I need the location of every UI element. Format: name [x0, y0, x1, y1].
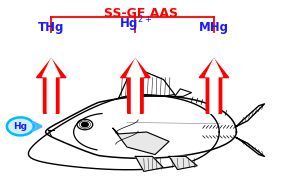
Circle shape [81, 122, 88, 127]
Text: Hg$^{2+}$: Hg$^{2+}$ [119, 15, 152, 34]
Polygon shape [28, 94, 219, 170]
Text: THg: THg [38, 22, 64, 34]
FancyArrow shape [43, 59, 60, 113]
Polygon shape [118, 70, 175, 98]
Polygon shape [236, 104, 265, 126]
Polygon shape [46, 96, 236, 158]
FancyArrow shape [36, 59, 66, 113]
Circle shape [77, 119, 93, 130]
Polygon shape [135, 156, 164, 171]
Polygon shape [236, 138, 265, 156]
FancyArrow shape [121, 59, 150, 113]
FancyArrow shape [199, 59, 229, 113]
FancyArrow shape [127, 59, 144, 113]
Text: Hg: Hg [13, 122, 27, 131]
FancyArrow shape [205, 59, 223, 113]
Polygon shape [113, 128, 169, 155]
Polygon shape [169, 156, 197, 170]
Polygon shape [175, 89, 191, 96]
Circle shape [7, 117, 34, 135]
Text: MHg: MHg [199, 22, 229, 34]
Text: SS-GF AAS: SS-GF AAS [104, 7, 178, 20]
